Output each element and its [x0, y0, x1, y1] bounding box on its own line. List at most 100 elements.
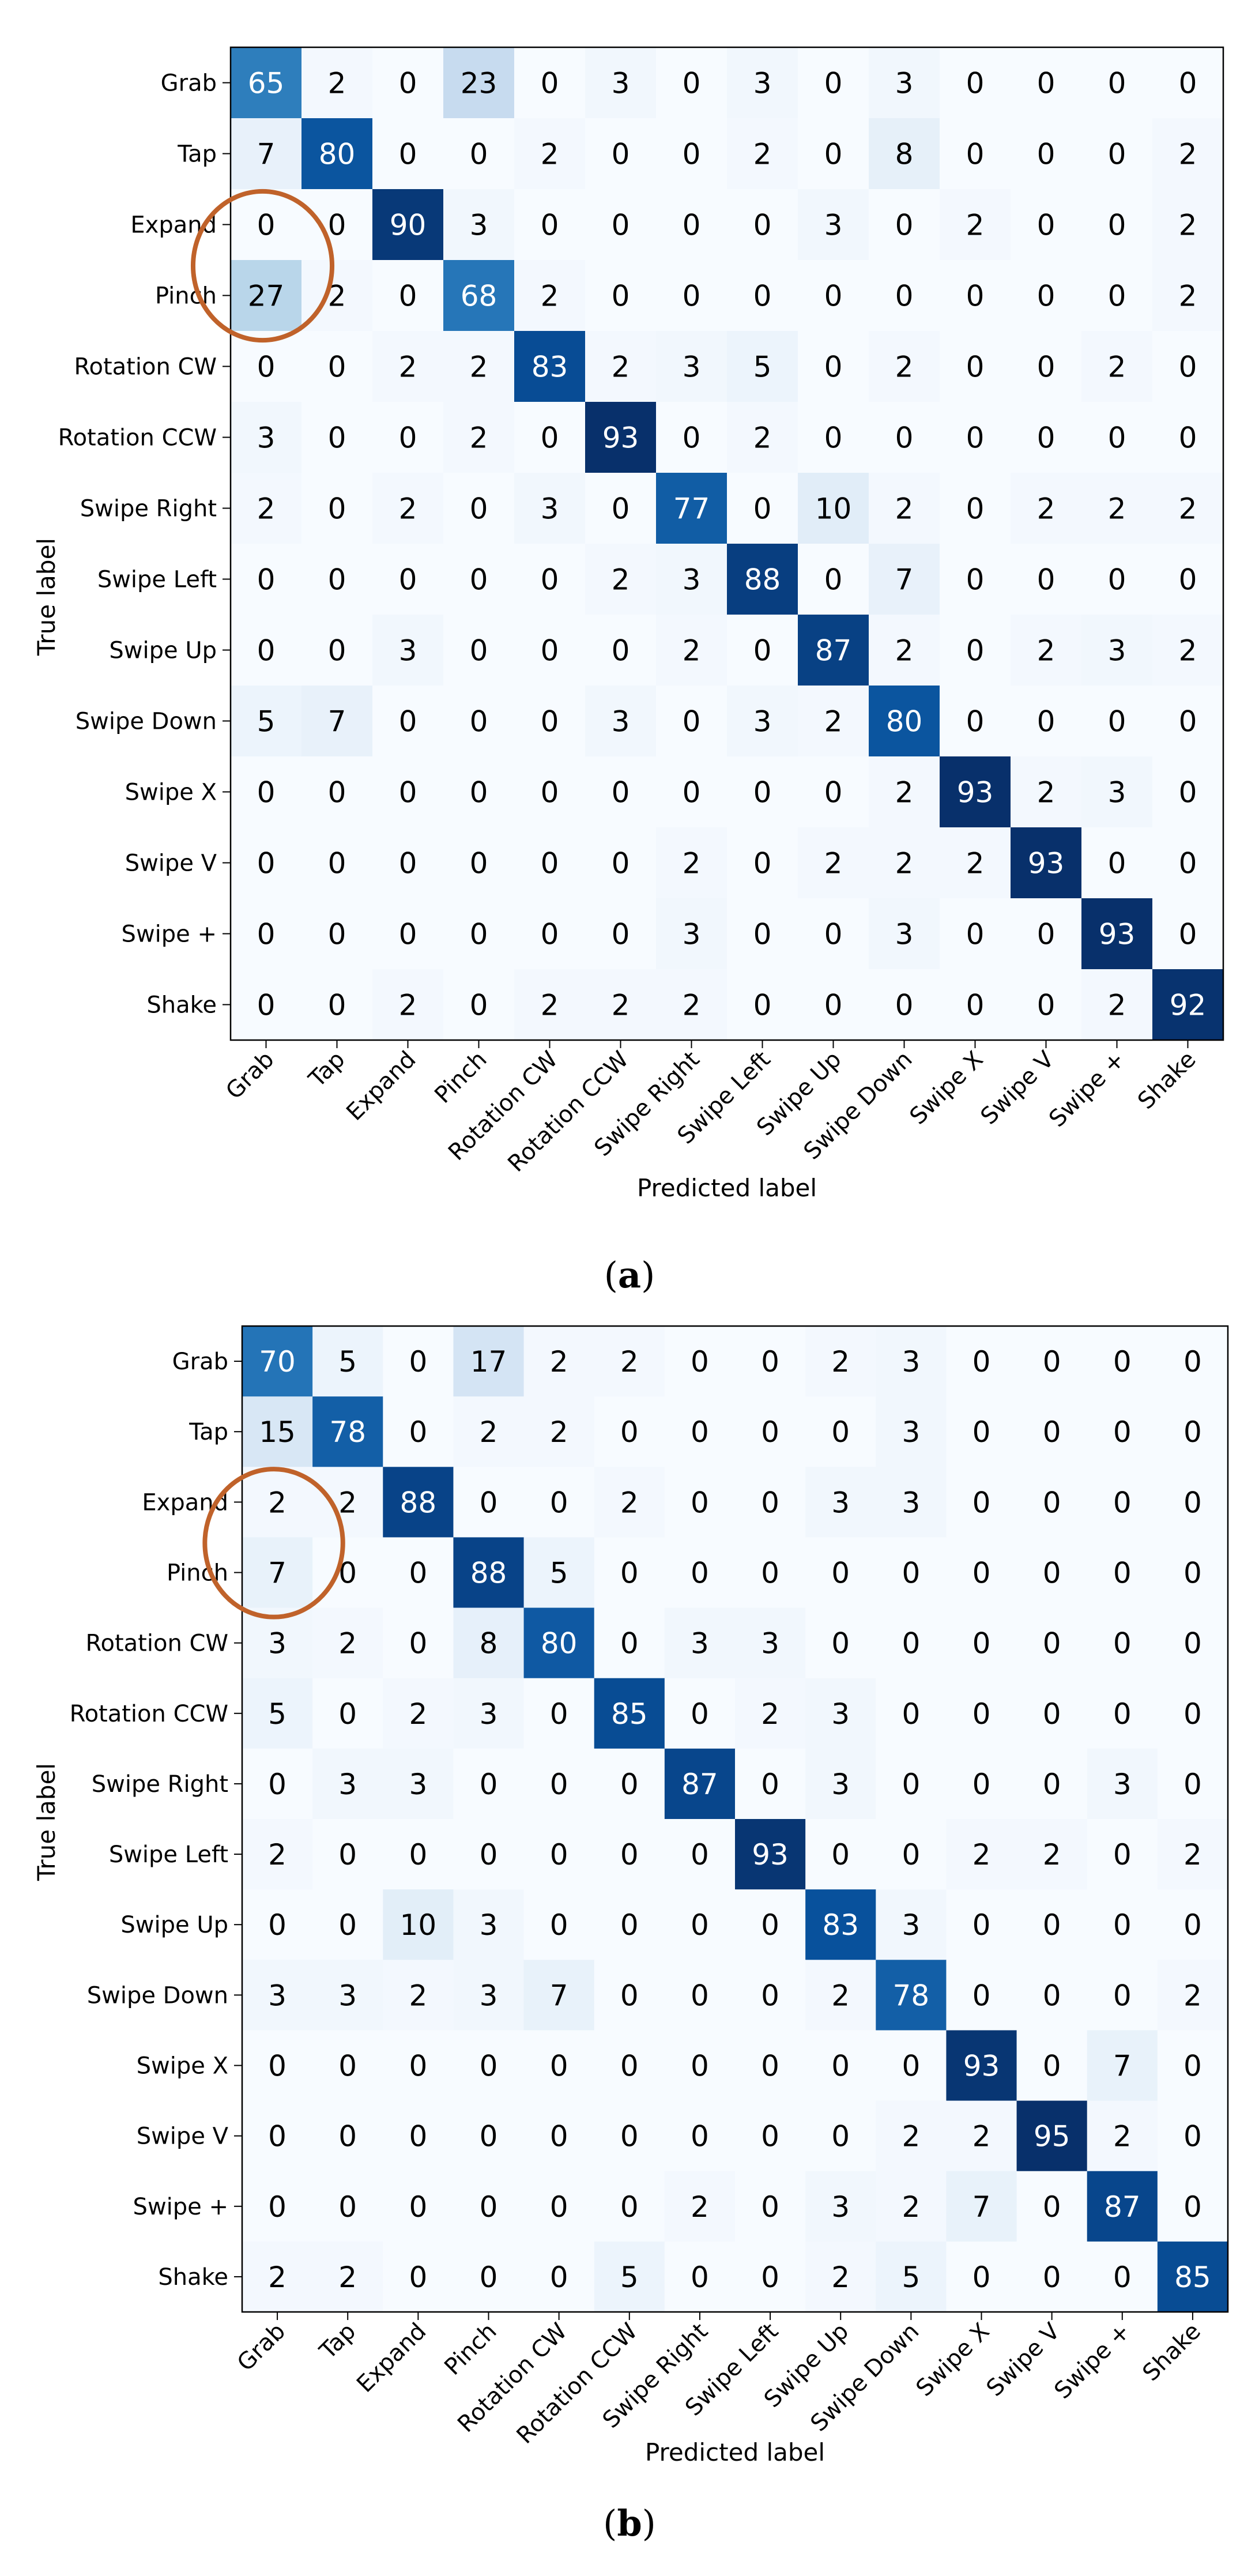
cell-value-label: 0: [328, 918, 346, 951]
cell-value-label: 0: [620, 1557, 639, 1590]
cell-value-label: 3: [902, 1345, 920, 1379]
heatmap-cell: [1087, 2100, 1158, 2172]
heatmap-cell: [946, 1960, 1017, 2031]
cell-value-label: 10: [400, 1908, 437, 1942]
cell-value-label: 0: [761, 1557, 779, 1590]
heatmap-cell: [1011, 686, 1082, 757]
cell-value-label: 2: [1179, 634, 1197, 668]
cell-value-label: 0: [541, 847, 559, 880]
cell-value-label: 3: [1108, 776, 1126, 809]
cell-value-label: 0: [1179, 776, 1197, 809]
cell-value-label: 0: [409, 2190, 427, 2224]
cell-value-label: 0: [966, 138, 985, 171]
heatmap-cell: [523, 1537, 595, 1609]
cell-value-label: 2: [1037, 492, 1056, 526]
heatmap-cell: [594, 2171, 665, 2242]
cell-value-label: 80: [886, 705, 923, 739]
cell-value-label: 0: [753, 918, 772, 951]
cell-value-label: 0: [268, 2120, 287, 2153]
heatmap-cell: [727, 331, 798, 402]
heatmap-cell: [383, 1960, 454, 2031]
heatmap-cell: [312, 2030, 383, 2102]
cell-value-label: 3: [268, 1979, 287, 2012]
cell-value-label: 7: [895, 563, 914, 597]
cell-value-label: 3: [753, 705, 772, 739]
cell-value-label: 0: [409, 1345, 427, 1379]
heatmap-cell: [383, 1748, 454, 1820]
heatmap-cell: [1011, 260, 1082, 332]
heatmap-cell: [735, 1467, 806, 1538]
heatmap-cell: [372, 969, 444, 1041]
heatmap-cell: [453, 1889, 525, 1960]
cell-value-label: 3: [683, 351, 701, 384]
heatmap-cell: [1011, 969, 1082, 1041]
cell-value-label: 0: [399, 918, 417, 951]
cell-value-label: 0: [1108, 67, 1126, 100]
cell-value-label: 3: [831, 1768, 850, 1801]
cell-value-label: 0: [824, 918, 843, 951]
heatmap-cell: [727, 189, 798, 261]
cell-value-label: 0: [972, 1908, 991, 1942]
heatmap-cell: [940, 686, 1011, 757]
heatmap-cell: [1152, 473, 1224, 544]
cell-value-label: 3: [257, 421, 276, 455]
heatmap-cell: [735, 1537, 806, 1609]
cell-value-label: 0: [1183, 1697, 1202, 1731]
cell-value-label: 0: [1043, 1697, 1061, 1731]
heatmap-cell: [664, 2100, 736, 2172]
cell-value-label: 0: [895, 209, 914, 242]
heatmap-cell: [594, 2030, 665, 2102]
heatmap-cell: [876, 1326, 947, 1397]
cell-value-label: 0: [966, 351, 985, 384]
heatmap-cell: [656, 331, 727, 402]
x-tick-label: Swipe X: [904, 1046, 988, 1130]
cell-value-label: 0: [480, 2050, 498, 2083]
heatmap-cell: [312, 1607, 383, 1679]
heatmap-cell: [727, 615, 798, 686]
cell-value-label: 0: [550, 1486, 568, 1519]
cell-value-label: 0: [409, 2120, 427, 2153]
cell-value-label: 2: [1108, 351, 1126, 384]
heatmap-cell: [805, 1607, 876, 1679]
x-tick-label: Grab: [232, 2318, 291, 2377]
y-tick-label: Swipe +: [133, 2194, 228, 2220]
cell-value-label: 0: [550, 2261, 568, 2294]
heatmap-cell: [523, 1960, 595, 2031]
heatmap-cell: [453, 2100, 525, 2172]
heatmap-cell: [585, 686, 657, 757]
cell-value-label: 0: [541, 421, 559, 455]
heatmap-cell: [372, 189, 444, 261]
heatmap-cell: [664, 2241, 736, 2313]
heatmap-cell: [1157, 1678, 1228, 1749]
y-tick-label: Swipe X: [137, 2053, 228, 2080]
cell-value-label: 3: [824, 209, 843, 242]
cell-value-label: 0: [328, 421, 346, 455]
heatmap-cell: [876, 2241, 947, 2313]
heatmap-cell: [735, 2030, 806, 2102]
x-tick-label: Swipe +: [1049, 2318, 1136, 2405]
heatmap-cell: [876, 1889, 947, 1960]
heatmap-cell: [664, 2030, 736, 2102]
cell-value-label: 3: [1113, 1768, 1132, 1801]
cell-value-label: 0: [1043, 1415, 1061, 1449]
heatmap-cell: [585, 898, 657, 970]
cell-value-label: 0: [399, 138, 417, 171]
cell-value-label: 2: [683, 847, 701, 880]
heatmap-cell: [735, 2241, 806, 2313]
cell-value-label: 0: [620, 1908, 639, 1942]
cell-value-label: 0: [399, 847, 417, 880]
cell-value-label: 0: [683, 209, 701, 242]
cell-value-label: 0: [902, 1697, 920, 1731]
cell-value-label: 3: [753, 67, 772, 100]
heatmap-cell: [1081, 260, 1153, 332]
heatmap-cell: [383, 2030, 454, 2102]
heatmap-cell: [1011, 615, 1082, 686]
cell-value-label: 85: [611, 1697, 648, 1731]
cell-value-label: 0: [966, 421, 985, 455]
heatmap-cell: [1081, 118, 1153, 190]
heatmap-cell: [523, 1819, 595, 1890]
heatmap-cell: [242, 1467, 313, 1538]
x-tick-label: Rotation CCW: [503, 1046, 634, 1177]
heatmap-cell: [1157, 1467, 1228, 1538]
cell-value-label: 3: [480, 1908, 498, 1942]
